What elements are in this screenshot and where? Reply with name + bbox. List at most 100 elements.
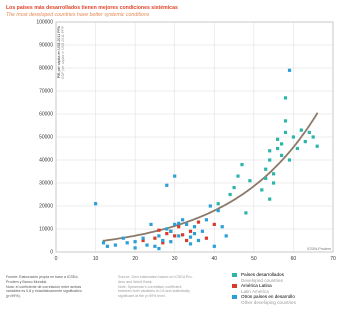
data-point-latam bbox=[165, 232, 169, 236]
y-tick-label: 70000 bbox=[39, 89, 53, 95]
data-point-developed bbox=[276, 137, 280, 141]
data-point-other bbox=[204, 218, 208, 222]
data-point-other bbox=[212, 244, 216, 248]
y-tick-label: 100000 bbox=[36, 20, 53, 26]
note-line: dem and World Bank. bbox=[118, 279, 153, 284]
data-point-other bbox=[113, 243, 117, 247]
data-point-developed bbox=[280, 142, 284, 146]
notes-en: Source: Own elaboration based on ICSEd-P… bbox=[118, 275, 193, 299]
data-point-latam bbox=[157, 228, 161, 232]
data-point-latam bbox=[188, 229, 193, 233]
legend: Países desarrollados Developed countries… bbox=[232, 272, 296, 306]
data-point-other bbox=[105, 244, 109, 248]
data-point-developed bbox=[283, 119, 288, 123]
data-point-other bbox=[157, 234, 161, 238]
data-point-other bbox=[165, 227, 169, 231]
y-tick-label: 10000 bbox=[39, 227, 53, 233]
x-tick-label: 0 bbox=[55, 256, 58, 262]
data-point-latam bbox=[196, 220, 201, 224]
data-point-latam bbox=[177, 225, 181, 229]
trend-line bbox=[102, 112, 319, 242]
note-line: Prodem y Banco Mundial. bbox=[6, 279, 48, 284]
x-tick-label: 20 bbox=[132, 256, 138, 262]
legend-label-en: Latin America bbox=[241, 288, 269, 294]
data-point-other bbox=[208, 204, 212, 208]
note-line: Nota: el coeficiente de correlación entr… bbox=[6, 284, 82, 289]
data-point-developed bbox=[287, 158, 292, 162]
data-point-latam bbox=[141, 238, 145, 243]
data-point-other bbox=[192, 225, 197, 229]
x-tick-label: 40 bbox=[212, 256, 218, 262]
data-point-other bbox=[153, 244, 157, 248]
data-point-developed bbox=[268, 149, 272, 153]
data-point-developed bbox=[295, 146, 299, 151]
data-point-other bbox=[196, 238, 201, 243]
data-point-developed bbox=[303, 140, 307, 144]
data-point-developed bbox=[228, 192, 232, 197]
data-point-other bbox=[177, 221, 181, 225]
note-line: variables es 0,8 y estadísticamente sign… bbox=[6, 289, 82, 294]
data-point-developed bbox=[216, 202, 220, 206]
scatter-chart: 0 10000 20000 30000 40000 50000 60000 70000 8000… bbox=[36, 20, 336, 262]
legend-swatch bbox=[232, 284, 237, 289]
data-point-other bbox=[121, 236, 125, 240]
data-point-developed bbox=[264, 176, 268, 180]
data-point-developed bbox=[315, 144, 319, 148]
y-axis-label-es: PIB per cápita en US$ 2011 PPA bbox=[57, 25, 61, 78]
data-point-developed bbox=[280, 153, 284, 157]
x-tick-label: 70 bbox=[330, 256, 336, 262]
data-point-other bbox=[185, 222, 189, 226]
data-point-other bbox=[216, 209, 220, 213]
x-tick-label: 50 bbox=[251, 256, 257, 262]
y-tick-label: 0 bbox=[50, 250, 53, 256]
legend-label-en: Other developing countries bbox=[241, 299, 296, 305]
data-point-latam bbox=[181, 233, 185, 237]
x-tick-label: 10 bbox=[93, 256, 99, 262]
data-point-other bbox=[188, 235, 193, 239]
y-tick-label: 80000 bbox=[39, 66, 53, 72]
data-point-latam bbox=[173, 234, 177, 238]
data-point-developed bbox=[268, 158, 272, 162]
data-point-other bbox=[188, 242, 193, 246]
data-point-developed bbox=[236, 174, 240, 178]
y-tick-label: 30000 bbox=[39, 181, 53, 187]
data-point-developed bbox=[283, 130, 288, 134]
data-point-other bbox=[173, 174, 177, 178]
data-point-other bbox=[133, 240, 137, 244]
data-point-developed bbox=[232, 186, 236, 190]
data-point-latam bbox=[204, 236, 208, 240]
source-label: ICSEd-Prodem bbox=[307, 247, 331, 251]
y-tick-label: 20000 bbox=[39, 204, 53, 210]
data-point-other bbox=[161, 238, 165, 243]
data-point-other bbox=[133, 246, 137, 250]
data-point-developed bbox=[248, 179, 252, 183]
y-tick-label: 90000 bbox=[39, 43, 53, 49]
data-point-developed bbox=[272, 172, 276, 176]
note-line: (p<99%). bbox=[6, 294, 21, 299]
data-point-developed bbox=[299, 128, 303, 132]
data-point-developed bbox=[272, 181, 276, 185]
note-line: significant at the p<99% level. bbox=[118, 294, 166, 299]
legend-label-en: Developed countries bbox=[241, 277, 283, 283]
data-point-other bbox=[169, 240, 173, 244]
note-line: Note: Spearman's correlation coefficient bbox=[118, 284, 182, 289]
legend-item-developed: Países desarrollados Developed countries bbox=[232, 272, 296, 283]
data-point-developed bbox=[283, 96, 288, 100]
data-point-developed bbox=[276, 146, 280, 151]
data-point-developed bbox=[268, 197, 272, 201]
y-axis-label-en: GDP per capita in US$ 2011 PPP bbox=[61, 25, 65, 79]
data-point-other bbox=[94, 202, 98, 206]
data-point-other bbox=[165, 183, 169, 187]
data-point-other bbox=[157, 247, 161, 251]
x-tick-label: 60 bbox=[291, 256, 297, 262]
data-point-other bbox=[200, 229, 204, 233]
y-tick-label: 40000 bbox=[39, 158, 53, 164]
data-point-latam bbox=[185, 238, 189, 243]
data-point-other bbox=[141, 236, 145, 240]
legend-label-es: Países desarrollados bbox=[241, 272, 284, 277]
note-line: Fuente: Elaboración propia en base a ICS… bbox=[6, 275, 79, 279]
legend-swatch bbox=[232, 273, 237, 277]
legend-label-es: América Latina bbox=[241, 283, 272, 289]
data-point-latam bbox=[153, 236, 157, 240]
data-point-other bbox=[192, 232, 197, 236]
